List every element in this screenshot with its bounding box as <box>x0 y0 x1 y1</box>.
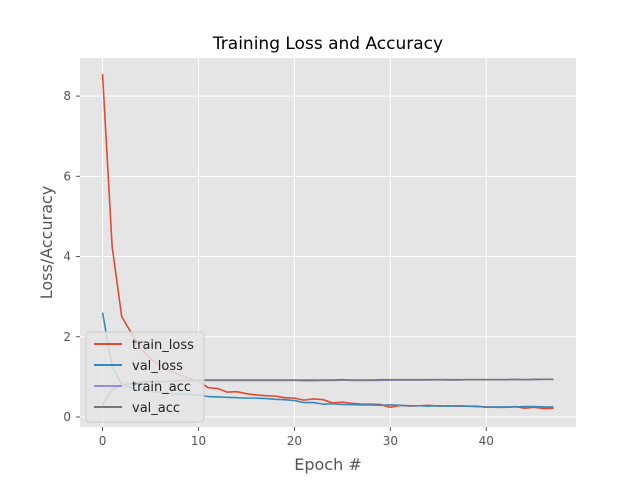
y-tick-label: 4 <box>63 250 71 264</box>
x-tick-label: 10 <box>191 434 206 448</box>
x-tick-label: 20 <box>287 434 302 448</box>
y-tick-label: 6 <box>63 169 71 183</box>
legend-box <box>85 331 205 423</box>
x-tick-label: 0 <box>99 434 107 448</box>
x-axis-label: Epoch # <box>294 455 361 474</box>
y-tick-label: 0 <box>63 410 71 424</box>
y-axis-label: Loss/Accuracy <box>37 186 56 300</box>
x-tick-label: 40 <box>479 434 494 448</box>
legend-label: val_acc <box>132 401 180 416</box>
tick-labels: 0 10 20 30 40 0 2 4 6 8 <box>63 89 494 448</box>
legend-label: val_loss <box>132 359 183 374</box>
y-tick-label: 8 <box>63 89 71 103</box>
grid <box>80 58 576 427</box>
legend-label: train_loss <box>132 338 194 353</box>
chart-title: Training Loss and Accuracy <box>212 34 443 54</box>
legend: train_loss val_loss train_acc val_acc <box>85 331 205 423</box>
y-tick-label: 2 <box>63 330 71 344</box>
x-tick-label: 30 <box>383 434 398 448</box>
legend-label: train_acc <box>132 380 191 395</box>
